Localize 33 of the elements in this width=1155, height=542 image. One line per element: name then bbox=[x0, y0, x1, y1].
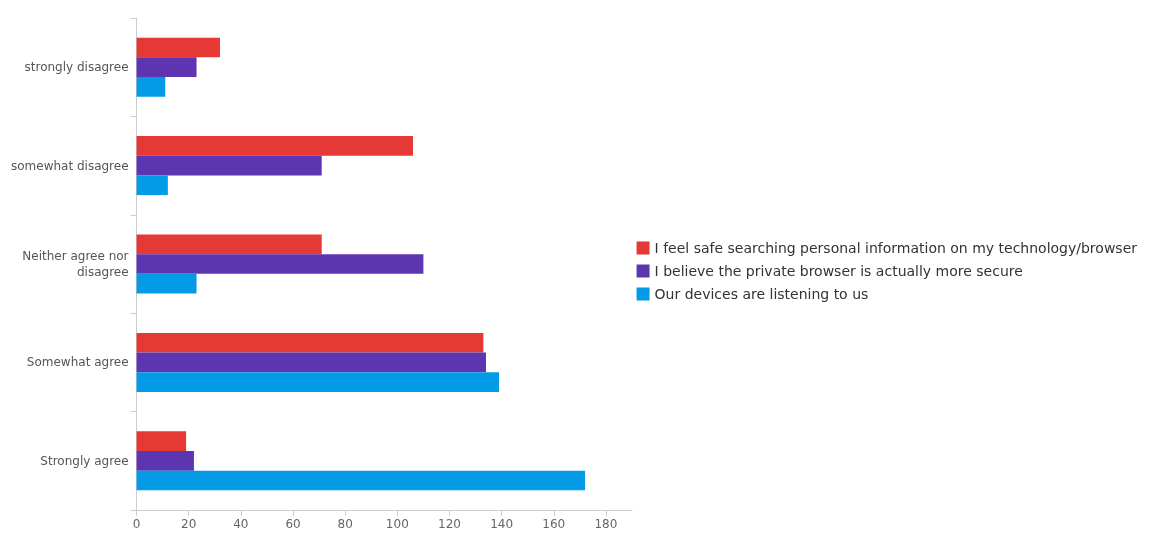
bar bbox=[136, 77, 166, 97]
x-tick-label: 120 bbox=[438, 517, 461, 531]
x-tick-label: 20 bbox=[181, 517, 197, 531]
x-tick-label: 100 bbox=[385, 517, 409, 531]
y-tick-label: strongly disagree bbox=[24, 60, 129, 75]
y-tick-label: Neither agree nor disagree bbox=[22, 249, 129, 279]
bar bbox=[136, 273, 197, 294]
x-tick-label: 180 bbox=[594, 517, 618, 531]
bar bbox=[136, 155, 322, 176]
bar bbox=[136, 254, 424, 274]
bar bbox=[136, 372, 500, 392]
x-tick-label: 60 bbox=[285, 517, 301, 531]
bar bbox=[136, 352, 486, 373]
bar bbox=[136, 37, 221, 58]
x-tick-label: 0 bbox=[132, 517, 141, 531]
bar bbox=[136, 136, 413, 156]
y-tick-label: somewhat disagree bbox=[10, 158, 129, 173]
legend-label: I believe the private browser is actually more secure bbox=[654, 263, 1023, 279]
x-tick-label: 140 bbox=[490, 517, 514, 531]
bar bbox=[136, 470, 586, 491]
bar bbox=[136, 175, 168, 196]
legend-label: Our devices are listening to us bbox=[654, 286, 869, 302]
x-tick-label: 160 bbox=[542, 517, 566, 531]
bar bbox=[136, 234, 322, 255]
bar bbox=[136, 57, 197, 78]
legend-label: I feel safe searching personal information on my technology/browser bbox=[654, 240, 1138, 256]
x-tick-label: 80 bbox=[337, 517, 353, 531]
bar bbox=[136, 332, 484, 353]
y-tick-label: Somewhat agree bbox=[26, 355, 129, 370]
x-tick-label: 40 bbox=[233, 517, 249, 531]
bar bbox=[136, 431, 187, 451]
bar bbox=[136, 450, 194, 471]
y-tick-label: Strongly agree bbox=[40, 453, 129, 468]
